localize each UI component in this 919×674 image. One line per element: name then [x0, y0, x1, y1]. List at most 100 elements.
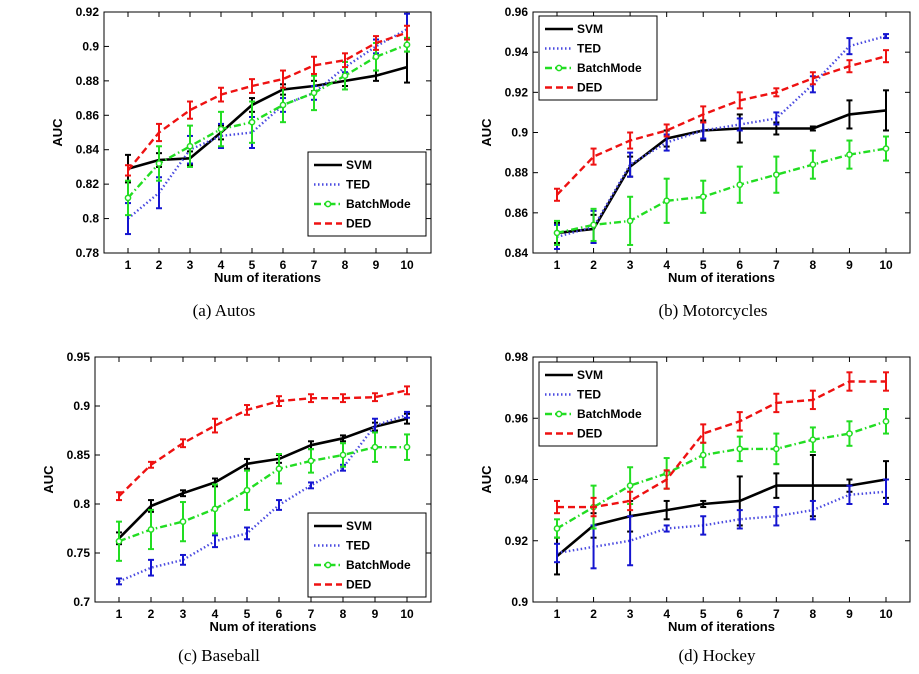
- legend-label: BatchMode: [346, 197, 411, 211]
- y-tick-label: 0.8: [73, 497, 90, 511]
- x-tick-label: 1: [116, 607, 123, 621]
- legend-label: SVM: [346, 158, 372, 172]
- series-batchmode: [115, 431, 411, 562]
- x-tick-label: 1: [554, 258, 561, 272]
- data-point: [147, 526, 155, 533]
- legend-marker: [324, 561, 332, 569]
- x-tick-label: 6: [280, 258, 287, 272]
- y-tick-label: 0.82: [76, 177, 100, 191]
- y-tick-label: 0.92: [505, 534, 529, 548]
- chart-caption: (b) Motorcycles: [658, 301, 767, 320]
- series-line: [118, 413, 408, 583]
- x-tick-label: 5: [700, 607, 707, 621]
- series-batchmode: [553, 135, 890, 246]
- legend-label: BatchMode: [577, 61, 642, 75]
- data-point: [155, 160, 163, 167]
- legend: SVM TED BatchMode DED: [307, 512, 427, 598]
- data-point: [275, 465, 283, 473]
- x-tick-label: 3: [627, 258, 634, 272]
- legend: SVM TED BatchMode DED: [538, 361, 658, 447]
- series-line: [127, 65, 408, 170]
- x-tick-label: 9: [846, 607, 853, 621]
- y-tick-label: 0.98: [505, 350, 529, 364]
- y-tick-label: 0.84: [76, 143, 100, 157]
- y-tick-label: 0.85: [67, 448, 91, 462]
- legend-label: TED: [346, 178, 370, 192]
- x-tick-label: 7: [311, 258, 318, 272]
- y-tick-label: 0.92: [505, 85, 529, 99]
- plot-frame: [532, 11, 911, 254]
- y-tick-label: 0.88: [76, 74, 100, 88]
- series-line: [556, 420, 887, 530]
- series-line: [127, 43, 408, 199]
- x-axis-label: Num of iterations: [668, 270, 775, 285]
- legend-label: DED: [577, 81, 603, 95]
- data-point: [772, 171, 780, 179]
- data-point: [248, 118, 256, 126]
- series-ded: [554, 371, 889, 518]
- series-line: [127, 31, 408, 172]
- y-axis-label: AUC: [50, 118, 65, 147]
- x-tick-label: 7: [773, 258, 780, 272]
- legend-label: DED: [346, 578, 372, 592]
- x-tick-label: 2: [156, 258, 163, 272]
- x-tick-label: 2: [590, 258, 597, 272]
- y-tick-label: 0.78: [76, 246, 100, 260]
- data-point: [626, 482, 634, 489]
- legend: SVM TED BatchMode DED: [538, 15, 658, 101]
- x-tick-label: 6: [736, 607, 743, 621]
- data-point: [371, 443, 379, 451]
- y-tick-label: 0.86: [76, 108, 100, 122]
- x-axis-label: Num of iterations: [210, 619, 317, 634]
- y-tick-label: 0.96: [505, 411, 529, 425]
- y-tick-label: 0.88: [505, 166, 529, 180]
- data-point: [699, 193, 707, 201]
- series-line: [556, 55, 887, 196]
- legend-label: TED: [577, 42, 601, 56]
- chart-caption: (d) Hockey: [679, 646, 756, 665]
- x-tick-label: 3: [180, 607, 187, 621]
- plot-frame: [94, 356, 432, 603]
- data-point: [772, 445, 780, 453]
- series-line: [118, 417, 408, 540]
- x-tick-label: 10: [879, 607, 893, 621]
- x-tick-label: 4: [663, 607, 670, 621]
- x-tick-label: 9: [372, 607, 379, 621]
- data-point: [736, 445, 744, 453]
- series-line: [118, 389, 408, 498]
- x-tick-label: 7: [773, 607, 780, 621]
- data-point: [553, 525, 561, 532]
- series-line: [557, 380, 886, 509]
- y-tick-label: 0.9: [511, 126, 528, 140]
- legend-marker: [555, 64, 563, 72]
- data-point: [809, 161, 817, 168]
- data-point: [279, 101, 287, 109]
- x-tick-label: 9: [373, 258, 380, 272]
- x-tick-label: 8: [340, 607, 347, 621]
- series-batchmode: [124, 36, 411, 217]
- y-axis-label: AUC: [479, 465, 494, 494]
- data-point: [115, 537, 123, 545]
- x-tick-label: 10: [400, 607, 414, 621]
- plot-frame: [532, 356, 911, 603]
- legend-label: BatchMode: [346, 558, 411, 572]
- x-tick-label: 3: [187, 258, 194, 272]
- data-point: [310, 89, 318, 97]
- data-point: [626, 217, 634, 225]
- chart-autos: (a) Autos 0.78 0.8 0.82 0.84 0.86 0.88 0.9 0.92…: [50, 5, 432, 320]
- legend-label: SVM: [577, 368, 603, 382]
- legend-label: DED: [577, 427, 603, 441]
- y-tick-label: 0.95: [67, 350, 91, 364]
- data-point: [882, 417, 890, 425]
- series-ded: [116, 385, 410, 502]
- data-point: [882, 145, 890, 152]
- y-tick-label: 0.96: [505, 5, 529, 19]
- series-ded: [125, 24, 410, 177]
- y-tick-label: 0.84: [505, 246, 529, 260]
- y-tick-label: 0.8: [82, 212, 99, 226]
- x-tick-label: 2: [590, 607, 597, 621]
- x-tick-label: 9: [846, 258, 853, 272]
- y-tick-label: 0.75: [67, 546, 91, 560]
- x-tick-label: 3: [627, 607, 634, 621]
- x-tick-label: 8: [342, 258, 349, 272]
